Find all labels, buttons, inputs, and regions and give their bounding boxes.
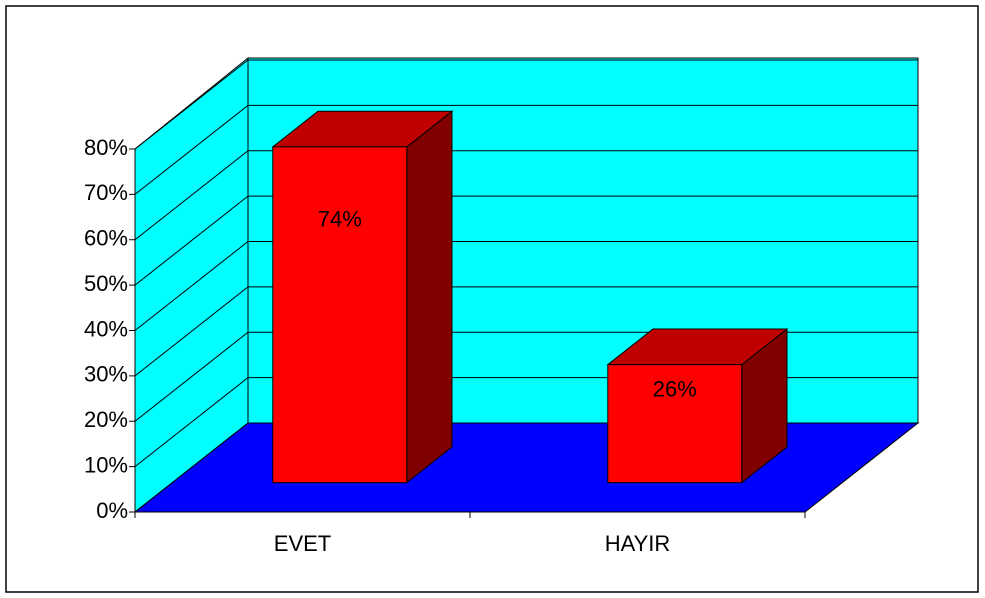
y-tick-label: 60% bbox=[84, 226, 128, 251]
x-tick-label: EVET bbox=[274, 531, 331, 556]
y-tick-label: 40% bbox=[84, 316, 128, 341]
data-label: 74% bbox=[318, 207, 362, 232]
y-tick-label: 0% bbox=[96, 498, 128, 523]
grid-line bbox=[134, 59, 918, 150]
grid-line bbox=[134, 104, 918, 195]
y-tick-label: 50% bbox=[84, 271, 128, 296]
bar bbox=[607, 364, 743, 484]
data-label: 26% bbox=[653, 376, 697, 401]
bar bbox=[272, 146, 408, 484]
y-tick-label: 30% bbox=[84, 362, 128, 387]
y-tick-label: 70% bbox=[84, 180, 128, 205]
grid-line bbox=[134, 150, 918, 241]
x-tick-label: HAYIR bbox=[605, 531, 671, 556]
bar-side bbox=[406, 110, 453, 484]
grid-line bbox=[134, 241, 918, 331]
y-tick-label: 10% bbox=[84, 452, 128, 477]
grid-line bbox=[134, 286, 918, 377]
grid-line bbox=[134, 195, 918, 286]
y-tick-label: 20% bbox=[84, 407, 128, 432]
floor bbox=[133, 422, 920, 513]
y-tick-label: 80% bbox=[84, 135, 128, 160]
